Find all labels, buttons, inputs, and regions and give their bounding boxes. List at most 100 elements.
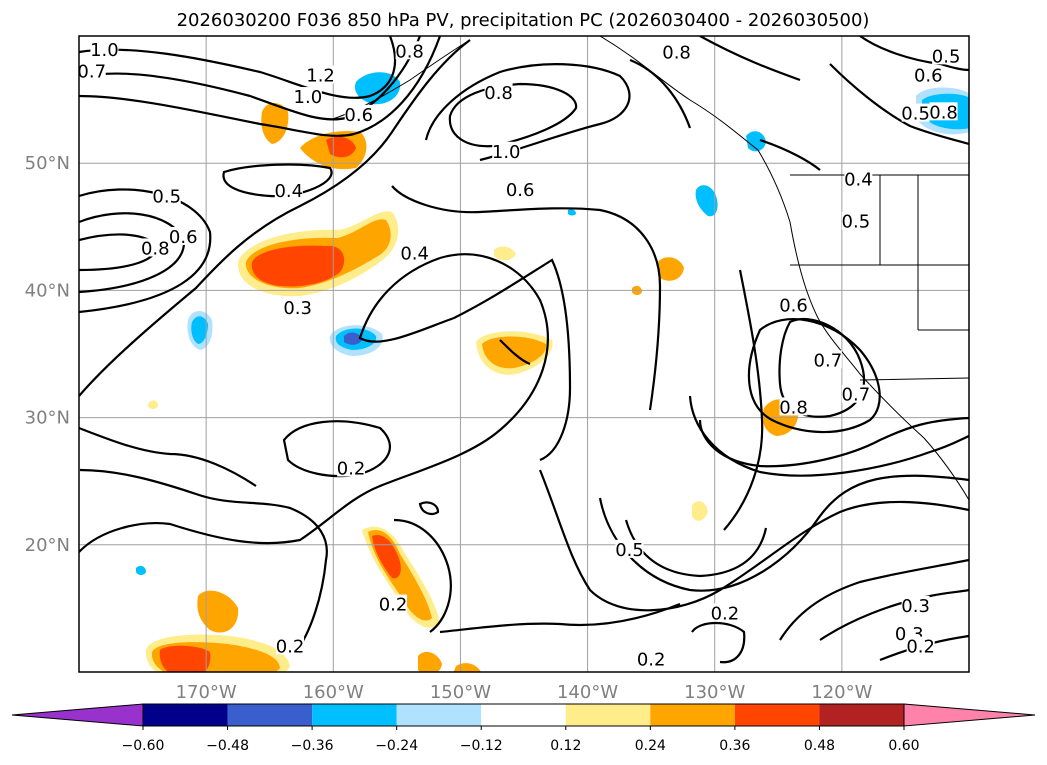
- contour-label-background: [932, 46, 961, 65]
- colorbar-tick-label: −0.36: [291, 738, 334, 754]
- contour-label: 0.5: [901, 104, 930, 125]
- contour-line: [698, 416, 969, 468]
- contour-line: [699, 36, 801, 82]
- contour-label: 0.4: [400, 244, 429, 265]
- contour-label: 0.2: [337, 458, 366, 479]
- contour-label: 0.5: [615, 540, 644, 561]
- contour-label-background: [844, 169, 873, 188]
- contour-label-background: [274, 181, 303, 200]
- contour-label-background: [637, 649, 666, 668]
- precip-area: [418, 651, 442, 672]
- precip-area: [494, 246, 516, 261]
- contour-label-background: [337, 458, 366, 477]
- colorbar-segment: [143, 704, 228, 726]
- contour-line: [424, 63, 631, 162]
- contour-label: 1.0: [492, 142, 521, 163]
- longitude-tick-labels: 170°W 160°W 150°W 140°W 130°W 120°W: [176, 682, 873, 703]
- map-frame: [78, 35, 970, 673]
- longitude-tick-label: 120°W: [811, 682, 872, 703]
- colorbar-segment: [650, 704, 735, 726]
- contour-label: 0.5: [842, 212, 871, 233]
- contour-label: 0.8: [929, 102, 958, 123]
- latitude-tick-label: 50°N: [25, 153, 70, 174]
- contour-label: 0.2: [637, 649, 666, 670]
- longitude-tick-label: 130°W: [684, 682, 745, 703]
- longitude-tick-label: 170°W: [176, 682, 237, 703]
- latitude-tick-labels: 20°N 30°N 40°N 50°N: [25, 153, 70, 556]
- contour-line: [79, 188, 212, 314]
- precip-area: [159, 645, 211, 672]
- contour-line: [79, 36, 397, 99]
- contour-line: [222, 163, 333, 198]
- colorbar-segment: [481, 704, 566, 726]
- contour-label-background: [395, 41, 424, 60]
- contour-label: 0.8: [484, 83, 513, 104]
- contour-line: [79, 36, 422, 121]
- contour-label: 0.8: [779, 397, 808, 418]
- colorbar-frame: [142, 703, 905, 727]
- contour-line: [439, 602, 681, 634]
- contour-label-background: [841, 384, 870, 403]
- longitude-tick-label: 150°W: [430, 682, 491, 703]
- colorbar-tick-label: −0.60: [122, 738, 165, 754]
- contour-label: 0.4: [274, 181, 303, 202]
- contour-label-background: [779, 295, 808, 314]
- contour-label-background: [400, 243, 429, 262]
- contour-line: [79, 36, 442, 137]
- contour-line: [391, 185, 662, 411]
- colorbar-extend-high: [903, 703, 1036, 727]
- latitude-tick-label: 40°N: [25, 280, 70, 301]
- contour-label-background: [484, 83, 513, 102]
- contour-label: 1.2: [306, 65, 335, 86]
- precip-area: [658, 257, 684, 281]
- contour-line: [829, 63, 969, 146]
- colorbar-tick-label: 0.60: [888, 738, 919, 754]
- longitude-tick-label: 160°W: [303, 682, 364, 703]
- colorbar-tick-label: −0.24: [375, 738, 418, 754]
- contour-labels: 1.00.7 1.21.00.80.60.80.81.00.60.40.50.60…: [77, 39, 961, 670]
- contour-label-background: [841, 211, 870, 230]
- contour-line: [79, 39, 471, 397]
- contour-label: 0.6: [506, 180, 535, 201]
- contour-label-background: [901, 103, 930, 122]
- contour-label: 1.0: [294, 87, 323, 108]
- precip-area: [251, 245, 345, 287]
- colorbar-tick-label: 0.36: [719, 738, 750, 754]
- colorbar-tick-label: 0.48: [804, 738, 835, 754]
- contour-label: 0.8: [141, 238, 170, 259]
- contour-label-background: [306, 65, 335, 84]
- contour-label: 0.2: [379, 595, 408, 616]
- colorbar-tick-label: −0.48: [206, 738, 249, 754]
- longitude-tick-label: 140°W: [557, 682, 618, 703]
- contour-label-background: [492, 141, 521, 160]
- precip-area: [568, 209, 576, 216]
- contour-line: [282, 420, 392, 478]
- precip-area: [746, 131, 766, 152]
- contour-label-background: [929, 102, 958, 121]
- contour-label: 1.0: [90, 40, 119, 61]
- contour-label-background: [276, 636, 305, 655]
- contour-label-background: [344, 104, 373, 123]
- contour-line: [747, 318, 881, 434]
- contour-label-background: [906, 636, 935, 655]
- map-title: 2026030200 F036 850 hPa PV, precipitatio…: [177, 10, 870, 31]
- contour-label-background: [90, 39, 119, 58]
- contour-label-background: [779, 397, 808, 416]
- contour-label: 0.5: [932, 46, 961, 67]
- colorbar-segment: [312, 704, 397, 726]
- contour-label-background: [152, 186, 181, 205]
- contour-label-background: [79, 61, 106, 80]
- precip-area: [695, 185, 718, 217]
- contour-label: 0.3: [901, 596, 930, 617]
- colorbar-tick-label: −0.12: [460, 738, 503, 754]
- contour-label-background: [710, 603, 739, 622]
- contour-label: 0.6: [914, 65, 943, 86]
- contour-label: 0.2: [276, 637, 305, 658]
- contour-label: 0.6: [169, 227, 198, 248]
- colorbar-segment: [819, 704, 904, 726]
- contour-label: 0.7: [77, 62, 106, 83]
- contour-label-background: [506, 179, 535, 198]
- contour-label: 0.6: [344, 105, 373, 126]
- precip-area: [148, 400, 158, 409]
- precip-area: [261, 103, 289, 144]
